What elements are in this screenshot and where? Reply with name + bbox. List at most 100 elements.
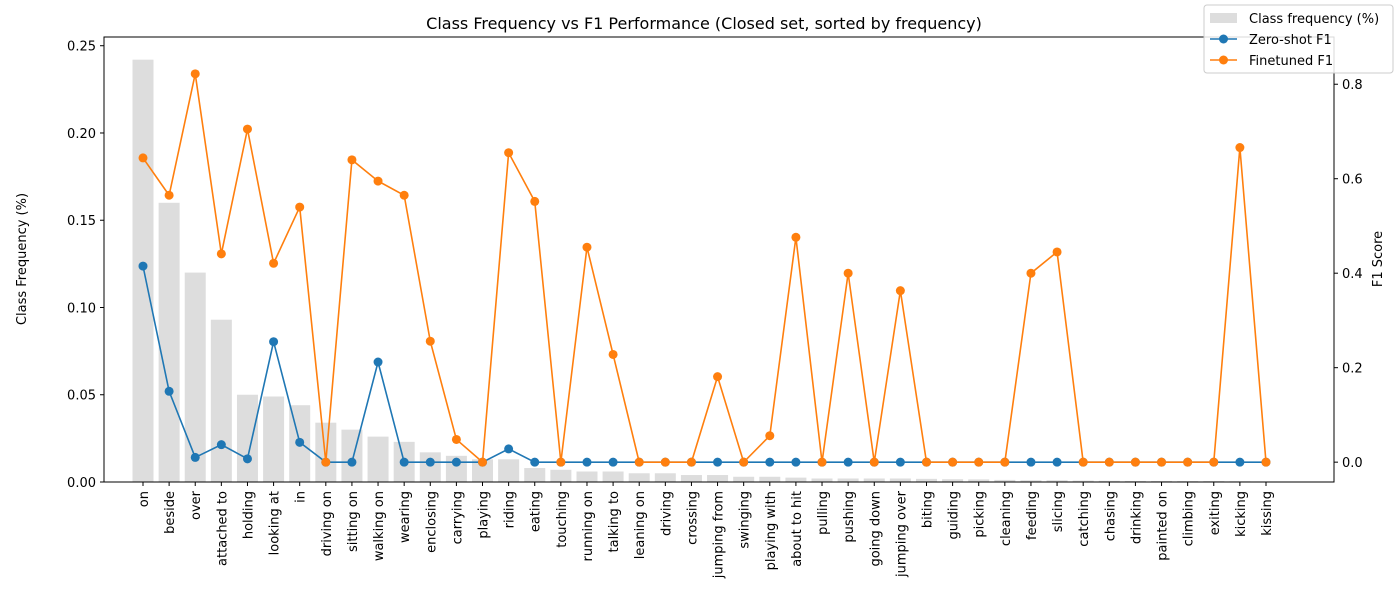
point-zero-shot-carrying	[451, 457, 461, 467]
point-finetuned-playing	[478, 457, 488, 467]
point-zero-shot-in	[295, 437, 305, 447]
x-tick-label: jumping from	[712, 491, 727, 579]
point-finetuned-going-down	[869, 457, 879, 467]
point-finetuned-cleaning	[1000, 457, 1010, 467]
point-finetuned-wearing	[399, 190, 409, 200]
point-finetuned-walking-on	[373, 176, 383, 186]
point-finetuned-jumping-over	[895, 286, 905, 296]
bar-jumping-from	[707, 475, 729, 482]
line-finetuned	[142, 73, 1267, 464]
point-finetuned-on	[138, 153, 148, 163]
legend-marker-finetuned	[1219, 55, 1228, 65]
x-tick-label: on	[137, 491, 152, 507]
bar-going-down	[863, 478, 885, 482]
point-finetuned-holding	[242, 124, 252, 134]
x-tick-label: sitting on	[346, 491, 361, 552]
point-finetuned-eating	[530, 196, 540, 206]
bar-pushing	[837, 478, 859, 482]
lines-layer	[138, 69, 1271, 467]
y-tick-label: 0.10	[67, 301, 96, 316]
point-zero-shot-pushing	[843, 457, 853, 467]
x-tick-label: leaning on	[633, 491, 648, 559]
x-axis: on beside over attached to holding looking at…	[137, 482, 1275, 579]
point-zero-shot-running-on	[582, 457, 592, 467]
x-tick-label: driving on	[320, 491, 335, 556]
bar-cleaning	[994, 479, 1016, 482]
x-tick-label: eating	[529, 491, 544, 532]
y-tick-label: 0.25	[67, 40, 96, 55]
bar-driving	[654, 473, 676, 482]
bar-enclosing	[419, 452, 441, 482]
x-tick-label: in	[294, 491, 309, 503]
point-zero-shot-sitting-on	[347, 457, 357, 467]
bar-touching	[550, 469, 572, 482]
point-finetuned-climbing	[1183, 457, 1193, 467]
x-tick-label: walking on	[372, 491, 387, 561]
point-finetuned-slicing	[1052, 247, 1062, 257]
x-tick-label: beside	[163, 491, 178, 534]
point-finetuned-jumping-from	[713, 372, 723, 382]
point-finetuned-picking	[974, 457, 984, 467]
bar-drinking	[1124, 480, 1146, 482]
point-zero-shot-over	[190, 452, 200, 462]
point-finetuned-in	[295, 202, 305, 212]
bar-sitting-on	[341, 429, 363, 482]
bar-eating	[524, 468, 546, 482]
point-finetuned-playing-with	[765, 431, 775, 441]
bar-walking-on	[367, 436, 389, 482]
x-tick-label: carrying	[450, 491, 465, 544]
point-zero-shot-wearing	[399, 457, 409, 467]
x-tick-label: playing with	[764, 491, 779, 570]
bar-painted-on	[1151, 480, 1173, 482]
x-tick-label: kissing	[1260, 491, 1275, 536]
point-finetuned-drinking	[1130, 457, 1140, 467]
bar-driving-on	[315, 422, 337, 482]
y2-tick-label: 0.0	[1342, 456, 1363, 471]
point-zero-shot-holding	[242, 454, 252, 464]
point-finetuned-carrying	[451, 434, 461, 444]
point-finetuned-kicking	[1235, 143, 1245, 153]
bar-swinging	[733, 476, 755, 482]
x-tick-label: catching	[1077, 491, 1092, 547]
point-finetuned-feeding	[1026, 268, 1036, 278]
point-finetuned-attached-to	[216, 249, 226, 259]
legend-marker-zero-shot	[1219, 34, 1228, 44]
bar-playing-with	[759, 476, 781, 482]
point-zero-shot-jumping-from	[713, 457, 723, 467]
x-tick-label: drinking	[1129, 491, 1144, 544]
point-finetuned-about-to-hit	[791, 232, 801, 242]
legend-label-finetuned: Finetuned F1	[1249, 54, 1333, 69]
point-finetuned-catching	[1078, 457, 1088, 467]
x-tick-label: over	[189, 490, 204, 520]
point-finetuned-kissing	[1261, 457, 1271, 467]
x-tick-label: feeding	[1025, 491, 1040, 540]
x-tick-label: running on	[581, 491, 596, 562]
bar-about-to-hit	[785, 477, 807, 482]
point-finetuned-talking-to	[608, 349, 618, 359]
x-tick-label: exiting	[1208, 491, 1223, 535]
point-finetuned-touching	[556, 457, 566, 467]
y-axis-title: Class Frequency (%)	[15, 193, 30, 325]
point-zero-shot-beside	[164, 386, 174, 396]
x-tick-label: jumping over	[894, 490, 909, 578]
point-zero-shot-playing-with	[765, 457, 775, 467]
y-tick-label: 0.20	[67, 127, 96, 142]
bar-feeding	[1020, 480, 1042, 482]
x-tick-label: playing	[477, 491, 492, 539]
point-zero-shot-riding	[504, 444, 514, 454]
legend-label-zero-shot: Zero-shot F1	[1249, 33, 1332, 48]
point-zero-shot-on	[138, 261, 148, 271]
x-tick-label: going down	[868, 491, 883, 567]
bar-riding	[498, 459, 520, 482]
point-zero-shot-about-to-hit	[791, 457, 801, 467]
point-zero-shot-kicking	[1235, 457, 1245, 467]
point-finetuned-riding	[504, 148, 514, 158]
point-finetuned-swinging	[739, 457, 749, 467]
point-finetuned-beside	[164, 190, 174, 200]
point-finetuned-crossing	[686, 457, 696, 467]
line-zero-shot	[142, 265, 1266, 463]
point-finetuned-over	[190, 69, 200, 79]
y-tick-label: 0.05	[67, 389, 96, 404]
bar-holding	[236, 394, 258, 482]
x-tick-label: chasing	[1103, 491, 1118, 541]
